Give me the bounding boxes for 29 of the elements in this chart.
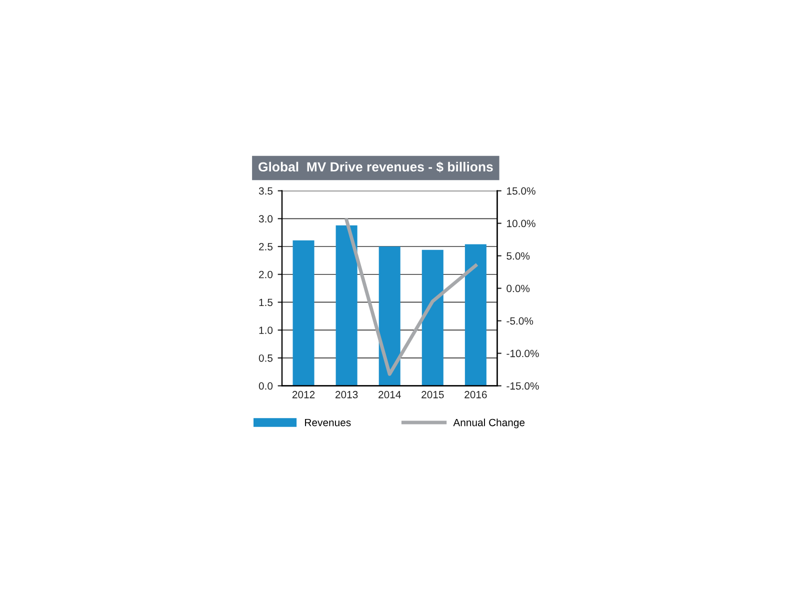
x-tick-label: 2015 <box>422 390 444 398</box>
y2-tick-label: 0.0% <box>506 284 530 292</box>
y-tick-label: 3.5 <box>258 187 273 195</box>
y2-tick-label: -5.0% <box>506 317 534 325</box>
line-series <box>344 218 478 376</box>
bar <box>292 240 314 386</box>
y-tick-label: 0.0 <box>258 382 273 390</box>
x-tick-label: 2014 <box>378 390 401 398</box>
chart-title: Global MV Drive revenues - $ billions <box>258 162 493 172</box>
y2-tick-label: 10.0% <box>507 220 536 228</box>
y-tick-label: 0.5 <box>258 354 273 362</box>
y2-tick-label: 15.0% <box>507 187 536 195</box>
y-tick-label: 2.5 <box>259 243 273 250</box>
bar <box>422 250 444 386</box>
x-tick-label: 2012 <box>292 390 315 398</box>
x-tick-label: 2016 <box>464 390 487 398</box>
y-tick-label: 1.0 <box>259 326 273 334</box>
y2-tick-label: -10.0% <box>506 350 539 358</box>
x-tick-label: 2013 <box>336 390 358 398</box>
y-tick-label: 3.0 <box>258 215 273 223</box>
bar <box>464 244 486 386</box>
bar <box>378 246 400 386</box>
legend-label: Revenues <box>305 418 351 426</box>
bar <box>336 225 358 386</box>
y-tick-label: 1.5 <box>259 298 273 306</box>
y2-tick-label: 5.0% <box>506 252 530 260</box>
y2-tick-label: -15.0% <box>506 382 539 390</box>
legend-label: Annual Change <box>453 418 525 428</box>
y-tick-label: 2.0 <box>259 270 273 278</box>
